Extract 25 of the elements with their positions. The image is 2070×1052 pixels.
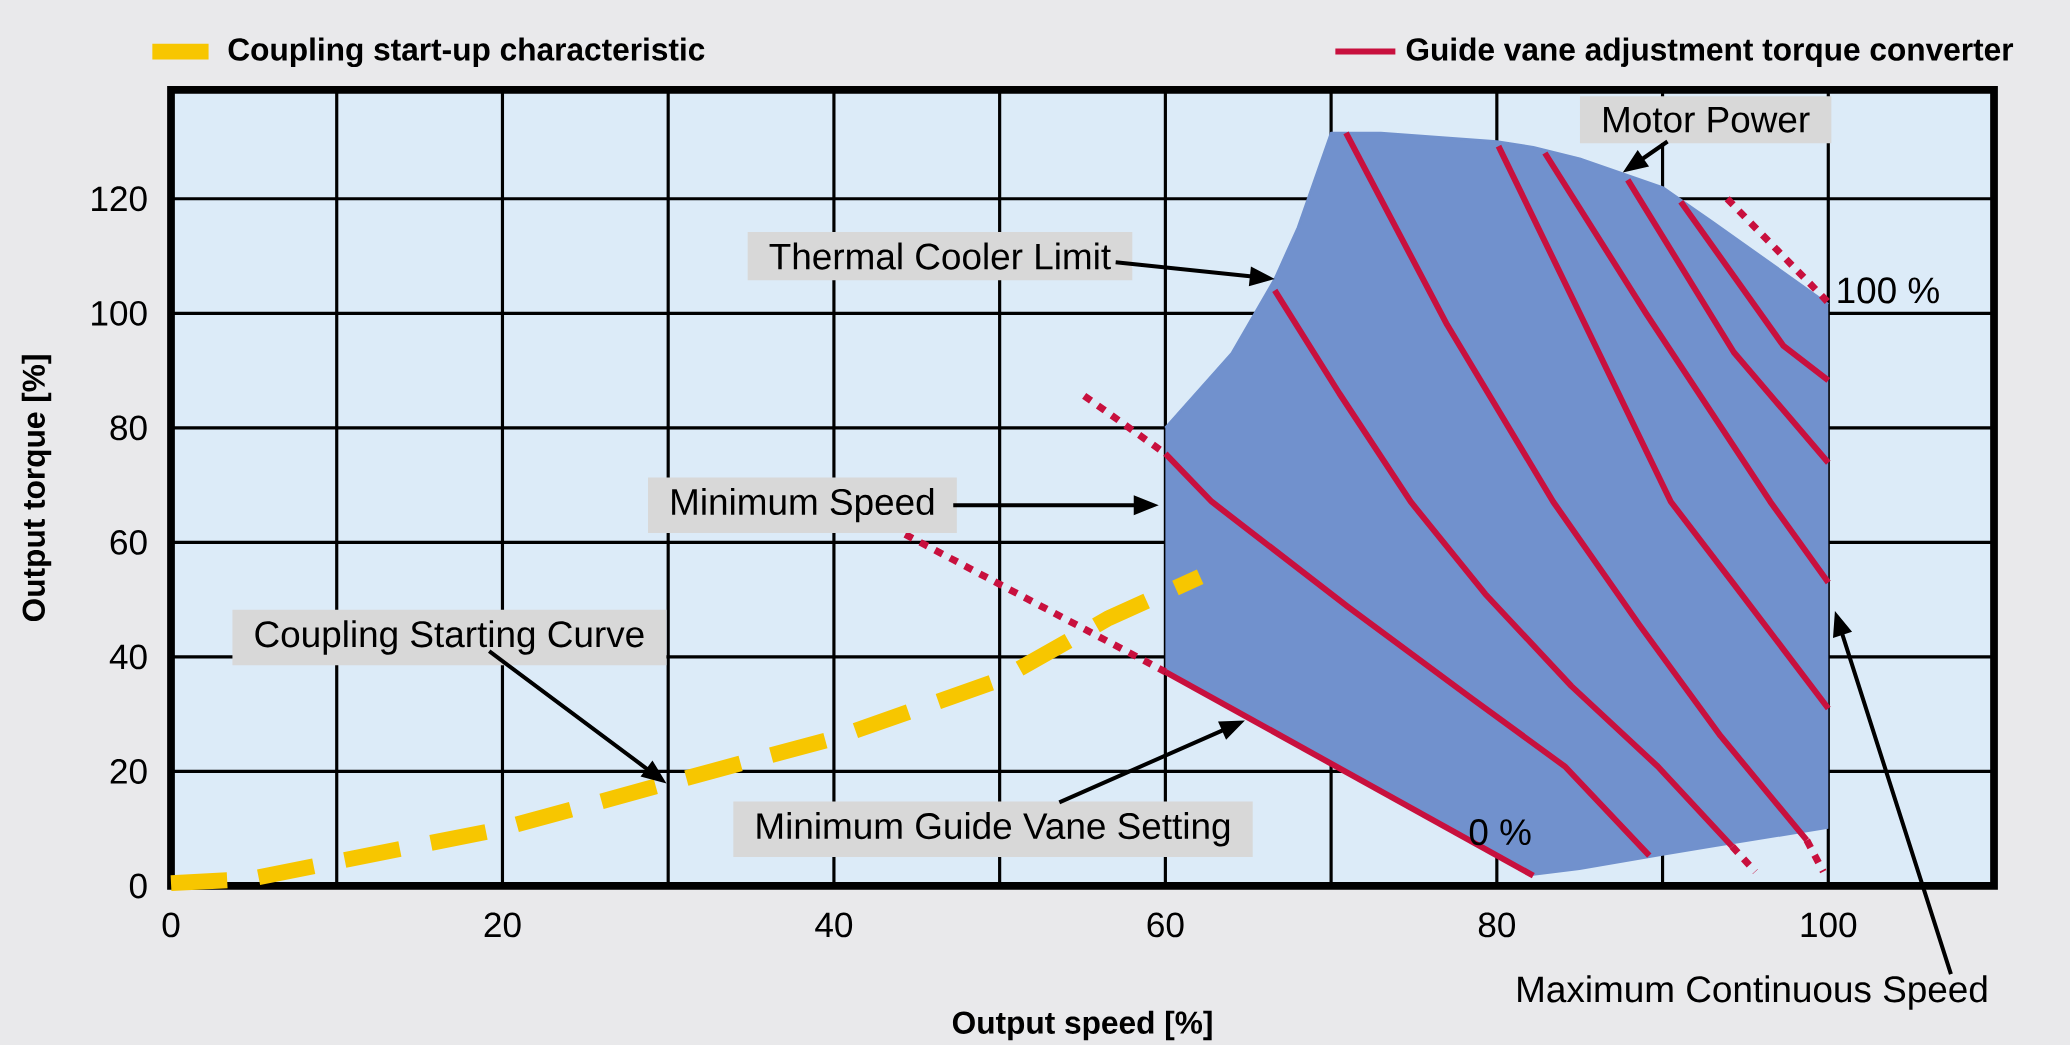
x-axis-title: Output speed [%] xyxy=(952,1010,1212,1041)
y-tick-label: 0 xyxy=(129,873,147,899)
annotation: Minimum Speed xyxy=(672,488,934,523)
y-axis-title: Output torque [%] xyxy=(21,355,52,622)
x-tick-label: 40 xyxy=(815,912,853,938)
y-tick-label: 80 xyxy=(110,415,147,441)
annotation: 100 % xyxy=(1838,277,1939,304)
y-tick-label: 60 xyxy=(110,530,147,555)
x-tick-label: 80 xyxy=(1478,912,1516,938)
annotation: Minimum Guide Vane Setting xyxy=(757,812,1230,847)
y-tick-label: 20 xyxy=(110,759,147,784)
legend-label: Coupling start-up characteristic xyxy=(228,37,705,68)
y-tick-label: 120 xyxy=(92,186,147,212)
y-tick-label: 100 xyxy=(92,300,147,326)
annotation: Motor Power xyxy=(1604,106,1810,133)
legend-label: Guide vane adjustment torque converter xyxy=(1406,37,2014,68)
annotation: Thermal Cooler Limit xyxy=(769,242,1111,270)
x-tick-label: 20 xyxy=(484,912,521,938)
annotation: 0 % xyxy=(1469,819,1531,846)
x-tick-label: 100 xyxy=(1801,912,1857,938)
x-tick-label: 0 xyxy=(162,912,180,938)
y-tick-label: 40 xyxy=(109,644,147,670)
text: Maximum Continuous Speed xyxy=(1518,975,1987,1010)
annotation: Coupling Starting Curve xyxy=(255,620,644,655)
x-tick-label: 60 xyxy=(1147,912,1184,938)
